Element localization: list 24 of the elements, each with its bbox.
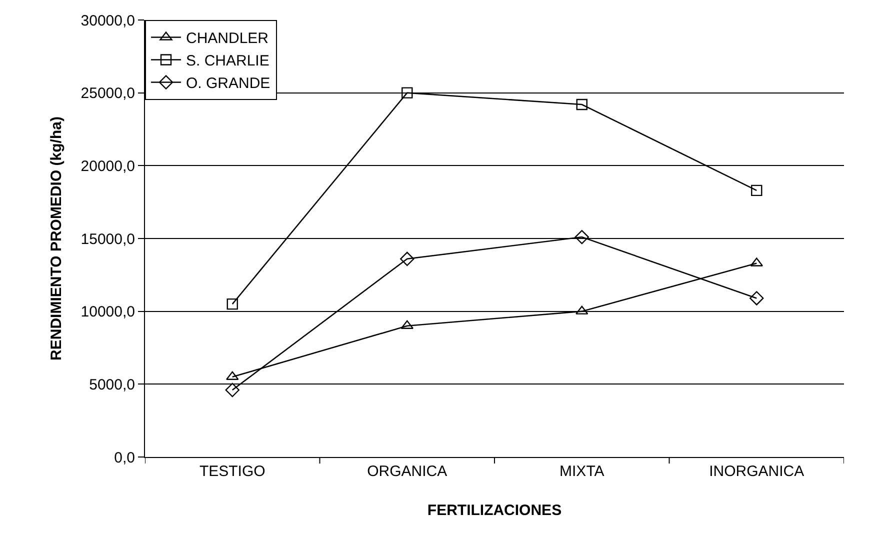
y-tick-label: 20000,0 xyxy=(80,158,135,175)
x-tick-label: ORGANICA xyxy=(367,463,448,480)
y-axis-title: RENDIMIENTO PROMEDIO (kg/ha) xyxy=(48,116,66,360)
point xyxy=(225,382,240,398)
y-tick-label: 0,0 xyxy=(114,449,135,466)
y-tick-label: 10000,0 xyxy=(80,304,135,321)
y-tick-label: 30000,0 xyxy=(80,12,135,30)
x-axis-title: FERTILIZACIONES xyxy=(427,502,562,519)
point xyxy=(400,252,414,266)
legend-label: CHANDLER xyxy=(186,30,269,48)
point xyxy=(751,184,762,196)
y-tick-label: 25000,0 xyxy=(80,85,135,102)
y-tick-label: 15000,0 xyxy=(80,230,135,248)
point xyxy=(574,230,589,244)
point xyxy=(402,87,413,98)
point xyxy=(576,98,588,110)
x-tick-label: TESTIGO xyxy=(199,463,266,480)
legend-label: O. GRANDE xyxy=(186,75,270,92)
point xyxy=(226,298,238,310)
legend-label: S. CHARLIE xyxy=(186,52,270,70)
point xyxy=(750,291,764,306)
x-tick-label: INORGANICA xyxy=(709,463,804,480)
y-tick-label: 5000,0 xyxy=(89,376,135,394)
x-tick-label: MIXTA xyxy=(560,463,604,480)
